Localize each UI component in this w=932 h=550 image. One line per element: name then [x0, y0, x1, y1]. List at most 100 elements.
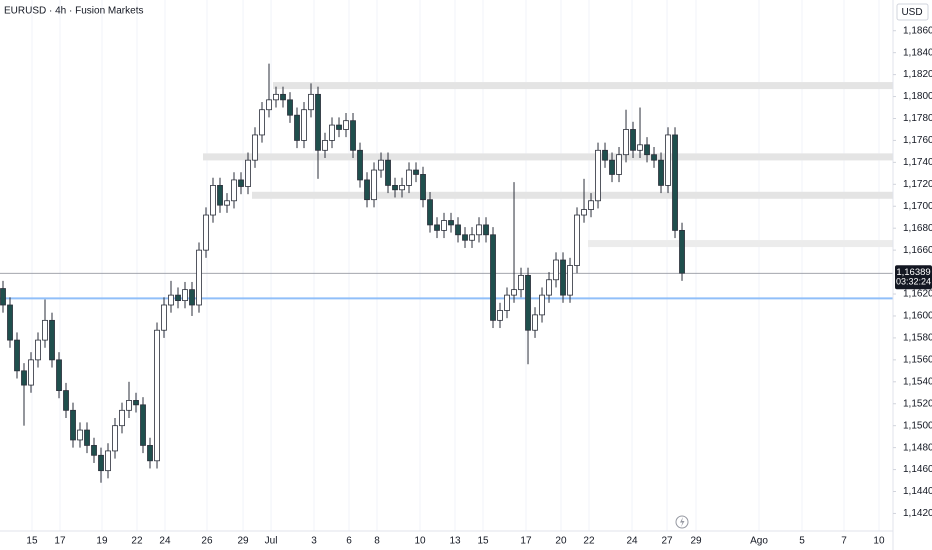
x-tick-label: 8: [374, 536, 380, 547]
y-tick-label: 1,15200: [903, 398, 932, 409]
currency-box[interactable]: [896, 3, 929, 21]
countdown-label: 03:32:24: [896, 277, 931, 287]
candle-body: [630, 129, 636, 151]
y-tick-label: 1,16200: [903, 289, 932, 300]
x-tick-label: 15: [26, 536, 38, 547]
candle-body: [371, 169, 377, 201]
x-tick-label: 3: [311, 536, 317, 547]
candle-body: [112, 425, 118, 452]
y-tick-label: 1,18600: [903, 25, 932, 36]
candle-body: [301, 109, 307, 141]
x-tick-label: 26: [201, 536, 213, 547]
candle-body: [553, 259, 559, 281]
x-tick-label: 7: [841, 536, 847, 547]
candle-body: [532, 314, 538, 331]
candle-body: [315, 93, 321, 151]
candle-body: [490, 234, 496, 321]
candle-body: [252, 134, 258, 161]
candle-body: [84, 429, 90, 446]
candle-body: [413, 169, 419, 175]
candle-body: [42, 319, 48, 341]
candle-body: [546, 279, 552, 296]
candle-body: [434, 224, 440, 231]
candle-body: [294, 114, 300, 141]
candle-body: [455, 224, 461, 236]
x-tick-label: 29: [690, 536, 702, 547]
last-price-label: 1,16389: [896, 267, 930, 278]
candle-body: [77, 429, 83, 441]
candle-body: [56, 359, 62, 391]
y-tick-label: 1,16000: [903, 311, 932, 322]
candle-body: [35, 339, 41, 361]
candle-body: [476, 224, 482, 236]
candle-body: [196, 249, 202, 306]
zone: [252, 191, 893, 199]
y-tick-label: 1,14800: [903, 442, 932, 453]
candle-body: [175, 294, 181, 302]
candle-body: [602, 149, 608, 161]
zone: [273, 82, 894, 90]
y-tick-label: 1,17200: [903, 179, 932, 190]
candle-body: [224, 200, 230, 206]
candle-body: [560, 259, 566, 296]
candle-body: [14, 339, 20, 372]
y-tick-label: 1,17400: [903, 157, 932, 168]
candle-body: [266, 99, 272, 111]
candle-body: [322, 140, 328, 151]
x-tick-label: 5: [799, 536, 805, 547]
candle-body: [567, 265, 573, 296]
candle-body: [0, 288, 6, 306]
candle-body: [287, 99, 293, 116]
x-tick-label: 10: [414, 536, 426, 547]
candle-body: [133, 400, 139, 406]
candle-body: [231, 179, 237, 202]
candle-body: [91, 445, 97, 456]
candle-body: [245, 159, 251, 187]
candle-body: [616, 154, 622, 175]
candle-body: [511, 289, 517, 296]
x-tick-label: 6: [346, 536, 352, 547]
candle-body: [497, 310, 503, 321]
candle-body: [679, 229, 685, 274]
x-tick-label: 20: [555, 536, 567, 547]
candle-body: [644, 144, 650, 156]
candle-body: [469, 234, 475, 241]
candle-body: [581, 209, 587, 216]
x-tick-label: 29: [237, 536, 249, 547]
candle-body: [182, 289, 188, 302]
y-tick-label: 1,17600: [903, 135, 932, 146]
y-tick-label: 1,14400: [903, 486, 932, 497]
candle-body: [385, 159, 391, 186]
candle-body: [609, 159, 615, 175]
candle-body: [504, 294, 510, 311]
y-tick-label: 1,14600: [903, 464, 932, 475]
candle-body: [378, 159, 384, 171]
x-tick-label: 10: [873, 536, 885, 547]
y-tick-label: 1,18200: [903, 69, 932, 80]
x-tick-label: Jul: [265, 536, 278, 547]
candle-body: [189, 289, 195, 306]
candle-body: [147, 445, 153, 462]
candle-body: [217, 185, 223, 206]
candle-body: [350, 120, 356, 151]
candle-body: [154, 329, 160, 462]
candle-body: [406, 169, 412, 186]
y-tick-label: 1,15800: [903, 333, 932, 344]
candle-body: [665, 134, 671, 186]
x-tick-label: 24: [626, 536, 638, 547]
candle-body: [525, 274, 531, 331]
candle-body: [140, 404, 146, 446]
y-tick-label: 1,18400: [903, 47, 932, 58]
candle-body: [392, 185, 398, 191]
zone: [203, 153, 893, 161]
candle-body: [126, 400, 132, 411]
candle-body: [119, 409, 125, 427]
candle-body: [672, 134, 678, 231]
y-tick-label: 1,14200: [903, 508, 932, 519]
candle-body: [273, 93, 279, 101]
x-tick-label: 17: [520, 536, 532, 547]
candle-layer: [0, 63, 685, 483]
